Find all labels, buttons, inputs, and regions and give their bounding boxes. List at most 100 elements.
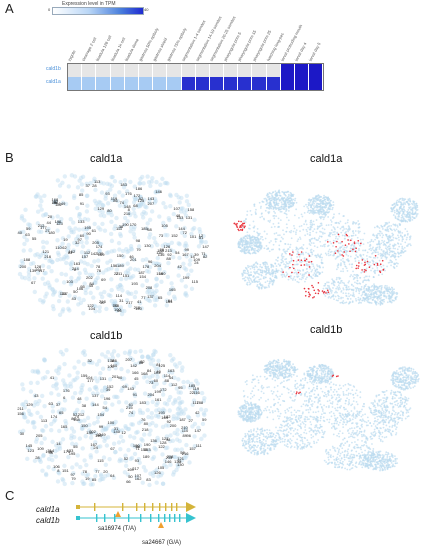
- cluster-cell: [137, 360, 142, 366]
- umap-cell: [343, 282, 346, 285]
- cluster-cell: [184, 453, 189, 458]
- umap-cell: [256, 263, 259, 265]
- umap-cell: [308, 430, 311, 433]
- cluster-cell: [47, 258, 52, 264]
- umap-cell: [306, 276, 308, 279]
- cluster-cell: [201, 233, 206, 239]
- umap-expressing-cell: [310, 260, 313, 263]
- cluster-cell: [175, 432, 180, 437]
- umap-cell: [359, 396, 362, 399]
- umap-cell: [408, 207, 411, 210]
- cluster-cell: [180, 206, 185, 211]
- cluster-cell: [125, 426, 131, 432]
- umap-cell: [306, 418, 309, 421]
- cluster-cell: [104, 306, 109, 312]
- umap-cell: [355, 414, 358, 417]
- umap-cell: [370, 432, 373, 434]
- cluster-cell: [171, 249, 176, 254]
- umap-cell: [297, 414, 300, 417]
- umap-cell: [360, 271, 363, 274]
- cluster-cell: [99, 294, 105, 300]
- umap-cell: [309, 203, 312, 206]
- umap-expressing-cell: [364, 261, 366, 264]
- umap-cell: [260, 287, 263, 289]
- umap-cell: [353, 406, 356, 409]
- cluster-cell: [85, 284, 90, 290]
- umap-cell: [313, 205, 315, 207]
- cluster-cell: [147, 196, 153, 202]
- umap-cell: [309, 199, 312, 201]
- umap-cell: [318, 397, 321, 400]
- umap-cell: [259, 237, 262, 240]
- umap-cell: [337, 255, 340, 258]
- cluster-cell: [184, 243, 189, 249]
- umap-cell: [290, 259, 293, 262]
- cluster-cell: [100, 411, 106, 416]
- cluster-cell: [35, 369, 40, 375]
- cluster-cell: [124, 400, 129, 405]
- cluster-cell: [140, 480, 145, 485]
- cluster-cell: [119, 408, 125, 413]
- umap-expressing-cell: [297, 259, 300, 261]
- umap-cell: [396, 242, 399, 245]
- cluster-cell: [84, 473, 89, 478]
- cluster-cell: [18, 263, 23, 269]
- umap-cell: [268, 280, 271, 283]
- heatmap-cell: [238, 64, 253, 77]
- cluster-cell: [78, 259, 84, 264]
- umap-cell: [342, 226, 345, 229]
- umap-cell: [261, 215, 263, 218]
- umap-cell: [400, 410, 402, 413]
- umap-cell: [305, 403, 308, 406]
- umap-cell: [369, 411, 372, 414]
- cluster-cell: [84, 240, 89, 245]
- umap-cell: [270, 192, 273, 195]
- umap-cell: [394, 229, 396, 232]
- cluster-cell: [73, 278, 79, 284]
- cluster-cell: [62, 407, 67, 412]
- umap-cell: [349, 427, 351, 430]
- cluster-cell: [43, 472, 49, 478]
- cluster-cell: [93, 309, 98, 314]
- cluster-cell: [171, 470, 177, 475]
- umap-expressing-cell: [233, 222, 236, 225]
- cluster-cell: [103, 193, 109, 198]
- umap-cell: [248, 252, 251, 255]
- umap-cell: [360, 415, 363, 418]
- umap-cell: [280, 206, 283, 208]
- cluster-cell: [122, 350, 128, 355]
- umap-cell: [331, 206, 334, 209]
- umap-cell: [280, 267, 283, 270]
- cluster-cell: [72, 294, 78, 300]
- cluster-cell: [158, 473, 164, 478]
- umap-cell: [394, 252, 397, 255]
- heatmap-cell: [252, 77, 267, 90]
- heatmap-cell: [68, 64, 83, 77]
- umap-cell: [377, 274, 380, 276]
- umap-cell: [242, 390, 245, 392]
- cluster-cell: [171, 454, 177, 460]
- umap-cell: [374, 262, 377, 264]
- umap-cell: [380, 242, 383, 245]
- umap-expressing-cell: [317, 292, 320, 295]
- cluster-cell: [71, 434, 77, 440]
- umap-expressing-cell: [368, 266, 371, 268]
- cluster-cell: [40, 239, 46, 245]
- umap-cell: [406, 211, 409, 213]
- expression-heatmap: [67, 63, 325, 91]
- umap-cell: [391, 426, 394, 428]
- cluster-cell: [132, 184, 137, 189]
- heatmap-column-header: larval day 5: [307, 41, 323, 62]
- umap-cell: [245, 217, 247, 220]
- umap-cell: [287, 267, 290, 270]
- umap-cell: [293, 400, 295, 402]
- umap-cell: [406, 399, 409, 402]
- umap-cell: [381, 273, 384, 276]
- umap-cell: [314, 432, 317, 435]
- cluster-cell: [71, 195, 77, 201]
- umap-cell: [315, 209, 318, 212]
- cluster-cell: [65, 383, 71, 389]
- cluster-cell: [177, 438, 182, 444]
- umap-cell: [257, 379, 260, 382]
- cluster-cell: [57, 444, 62, 449]
